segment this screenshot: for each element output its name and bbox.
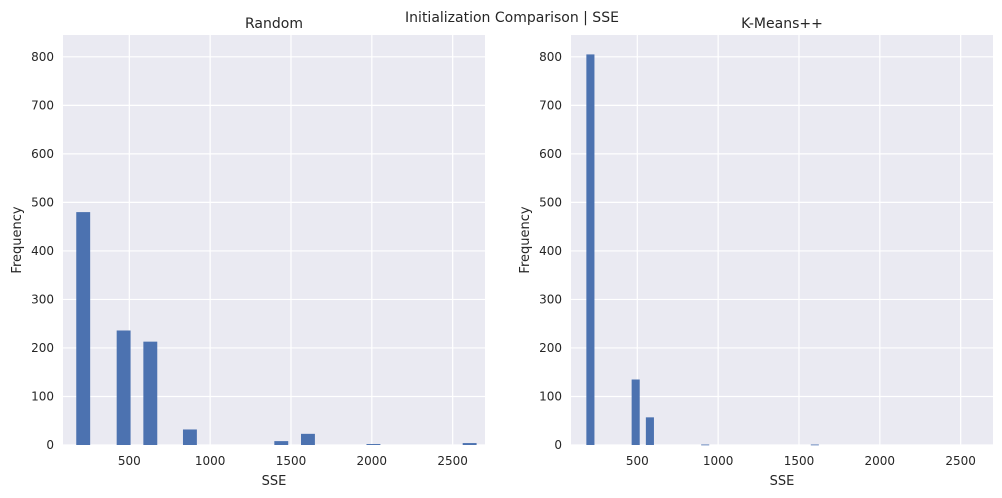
panel-random: 500 1000 1500 2000 2500 0 100 200 300 400 500 600 70… xyxy=(10,16,485,489)
x-tick-label: 2500 xyxy=(437,454,468,468)
y-tick-label: 500 xyxy=(539,195,562,209)
subplot-title: Random xyxy=(245,16,303,32)
y-tick-label: 400 xyxy=(539,244,562,258)
y-tick-label: 300 xyxy=(31,292,54,306)
histogram-bar xyxy=(810,444,819,446)
y-tick-label: 200 xyxy=(539,341,562,355)
y-tick-label: 0 xyxy=(554,438,562,452)
y-tick-label: 200 xyxy=(31,341,54,355)
plot-area xyxy=(63,35,485,445)
x-tick-label: 500 xyxy=(118,454,141,468)
x-tick-label: 1500 xyxy=(784,454,815,468)
x-tick-label: 2000 xyxy=(865,454,896,468)
figure-title: Initialization Comparison | SSE xyxy=(405,10,619,26)
subplot-title: K-Means++ xyxy=(741,16,823,32)
y-tick-label: 700 xyxy=(31,98,54,112)
histogram-bar xyxy=(182,429,197,445)
plot-area xyxy=(571,35,993,445)
y-tick-label: 700 xyxy=(539,98,562,112)
y-tick-label: 400 xyxy=(31,244,54,258)
y-tick-label: 100 xyxy=(31,389,54,403)
x-tick-label: 1500 xyxy=(276,454,307,468)
histogram-bar xyxy=(301,433,315,445)
histogram-bar xyxy=(462,443,477,445)
histogram-bar xyxy=(645,417,654,445)
y-tick-label: 800 xyxy=(539,50,562,64)
y-axis-label: Frequency xyxy=(10,206,25,273)
panel-kmeanspp: 500 1000 1500 2000 2500 0 100 200 300 400 500 600 70… xyxy=(518,16,993,489)
histogram-bar xyxy=(274,441,289,445)
histogram-bar xyxy=(116,330,131,445)
histogram-bar xyxy=(631,379,640,445)
x-tick-label: 2500 xyxy=(945,454,976,468)
histogram-bar xyxy=(143,341,158,445)
histogram-bar xyxy=(586,54,595,445)
y-tick-label: 300 xyxy=(539,292,562,306)
x-axis-label: SSE xyxy=(262,474,287,489)
x-tick-label: 1000 xyxy=(703,454,734,468)
histogram-bar xyxy=(701,444,710,446)
y-tick-label: 800 xyxy=(31,50,54,64)
x-tick-label: 2000 xyxy=(357,454,388,468)
x-axis-label: SSE xyxy=(770,474,795,489)
y-tick-label: 600 xyxy=(31,147,54,161)
histogram-bar xyxy=(366,444,381,445)
y-tick-label: 600 xyxy=(539,147,562,161)
x-tick-label: 1000 xyxy=(195,454,226,468)
y-tick-label: 500 xyxy=(31,195,54,209)
histogram-bar xyxy=(76,212,91,445)
y-tick-label: 100 xyxy=(539,389,562,403)
y-axis-label: Frequency xyxy=(518,206,533,273)
y-tick-label: 0 xyxy=(46,438,54,452)
x-tick-label: 500 xyxy=(626,454,649,468)
